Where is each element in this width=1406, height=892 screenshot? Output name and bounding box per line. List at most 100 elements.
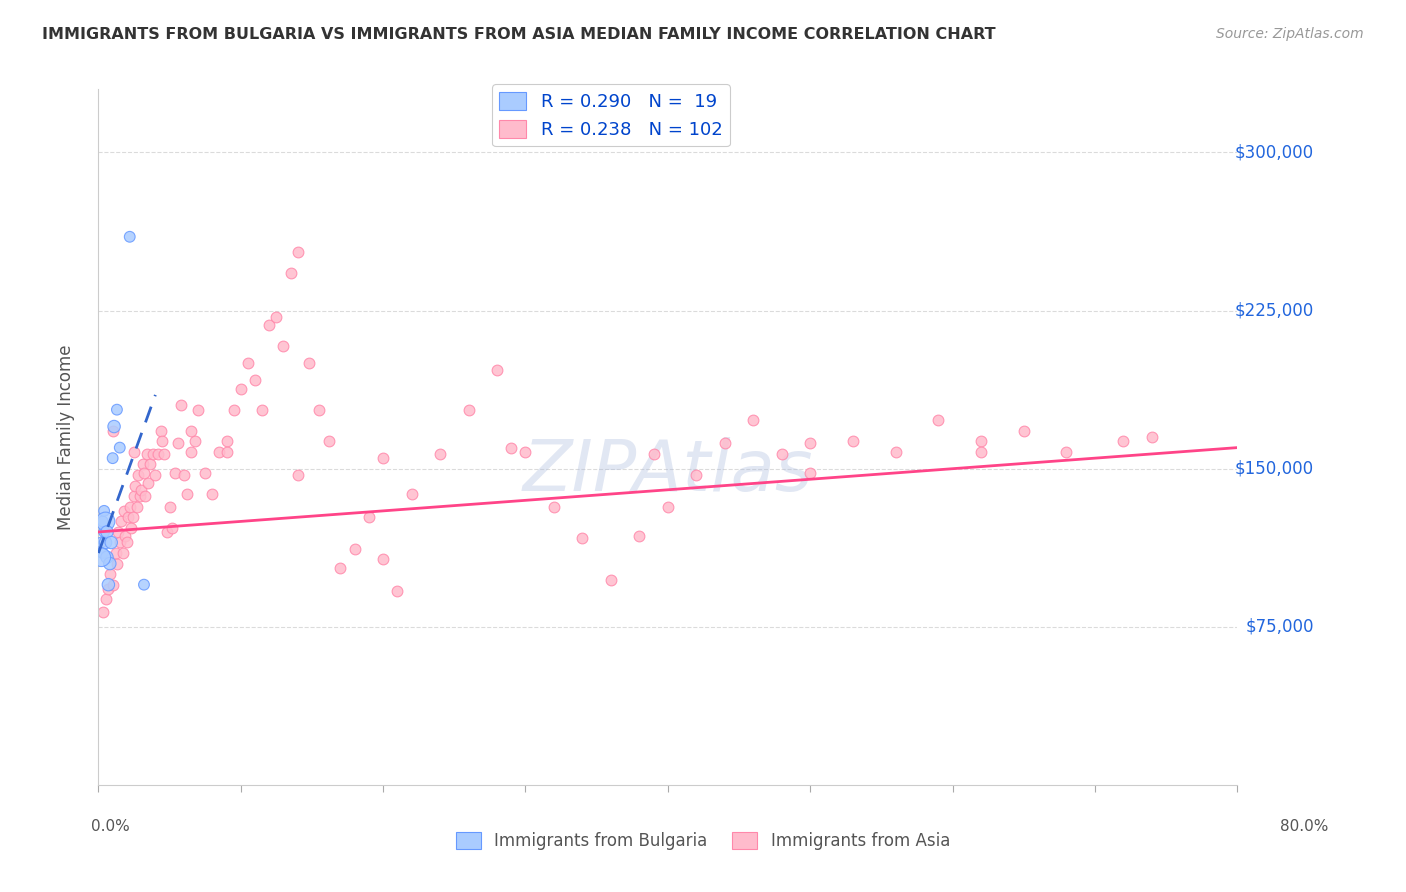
Point [150, 424, 173, 438]
Point [215, 445, 238, 459]
Point [250, 402, 273, 417]
Point [318, 434, 340, 449]
Point [114, 529, 136, 543]
Point [134, 489, 156, 503]
Point [105, 557, 128, 571]
Point [884, 445, 907, 459]
Point [131, 458, 153, 472]
Point [110, 515, 132, 529]
Point [98, 557, 121, 571]
Point [714, 436, 737, 450]
Point [138, 458, 160, 472]
Point [308, 402, 330, 417]
Point [121, 510, 143, 524]
Point [329, 561, 352, 575]
Point [98, 567, 121, 582]
Point [101, 424, 124, 438]
Point [101, 577, 124, 591]
Point [124, 478, 146, 492]
Point [571, 531, 593, 545]
Point [122, 489, 145, 503]
Text: Source: ZipAtlas.com: Source: ZipAtlas.com [1216, 27, 1364, 41]
Point [229, 382, 252, 396]
Point [93, 504, 115, 518]
Point [145, 468, 167, 483]
Point [429, 447, 451, 461]
Point [118, 229, 141, 244]
Point [141, 447, 163, 461]
Point [373, 451, 395, 466]
Point [236, 356, 259, 370]
Point [108, 441, 131, 455]
Point [685, 468, 707, 483]
Point [842, 434, 865, 449]
Point [105, 402, 128, 417]
Point [128, 489, 150, 503]
Point [100, 535, 122, 549]
Point [170, 399, 193, 413]
Legend: Immigrants from Bulgaria, Immigrants from Asia: Immigrants from Bulgaria, Immigrants fro… [449, 825, 957, 857]
Point [94, 535, 117, 549]
Y-axis label: Median Family Income: Median Family Income [56, 344, 75, 530]
Point [501, 441, 523, 455]
Point [280, 266, 302, 280]
Text: $150,000: $150,000 [1234, 459, 1313, 478]
Point [93, 524, 115, 539]
Point [162, 521, 184, 535]
Point [373, 552, 395, 566]
Point [125, 500, 148, 514]
Point [152, 434, 174, 449]
Point [194, 466, 217, 480]
Point [927, 413, 949, 427]
Point [120, 521, 142, 535]
Point [115, 535, 138, 549]
Point [132, 577, 155, 591]
Point [799, 436, 821, 450]
Point [112, 504, 135, 518]
Point [600, 574, 623, 588]
Point [117, 510, 139, 524]
Text: ZIPAtlas: ZIPAtlas [523, 437, 813, 507]
Point [287, 468, 309, 483]
Point [970, 434, 993, 449]
Point [628, 529, 651, 543]
Point [108, 535, 131, 549]
Text: $75,000: $75,000 [1246, 618, 1313, 636]
Point [1012, 424, 1035, 438]
Point [657, 500, 679, 514]
Point [111, 546, 134, 560]
Point [90, 535, 112, 549]
Point [201, 487, 224, 501]
Point [180, 424, 202, 438]
Point [156, 524, 179, 539]
Text: 80.0%: 80.0% [1281, 820, 1329, 834]
Point [1056, 445, 1078, 459]
Point [643, 447, 665, 461]
Point [222, 402, 245, 417]
Point [486, 362, 509, 376]
Point [215, 434, 238, 449]
Point [96, 524, 118, 539]
Legend: R = 0.290   N =  19, R = 0.238   N = 102: R = 0.290 N = 19, R = 0.238 N = 102 [492, 85, 730, 146]
Point [243, 373, 266, 387]
Point [970, 445, 993, 459]
Point [94, 592, 117, 607]
Point [259, 318, 281, 333]
Point [97, 582, 120, 596]
Point [101, 451, 124, 466]
Point [136, 476, 159, 491]
Point [343, 541, 366, 556]
Point [1112, 434, 1135, 449]
Text: 0.0%: 0.0% [91, 820, 131, 834]
Point [173, 468, 195, 483]
Point [91, 515, 114, 529]
Point [148, 447, 170, 461]
Text: $225,000: $225,000 [1234, 301, 1313, 319]
Point [94, 515, 117, 529]
Point [167, 436, 190, 450]
Point [129, 483, 152, 497]
Point [287, 244, 309, 259]
Point [91, 546, 114, 560]
Point [401, 487, 423, 501]
Point [298, 356, 321, 370]
